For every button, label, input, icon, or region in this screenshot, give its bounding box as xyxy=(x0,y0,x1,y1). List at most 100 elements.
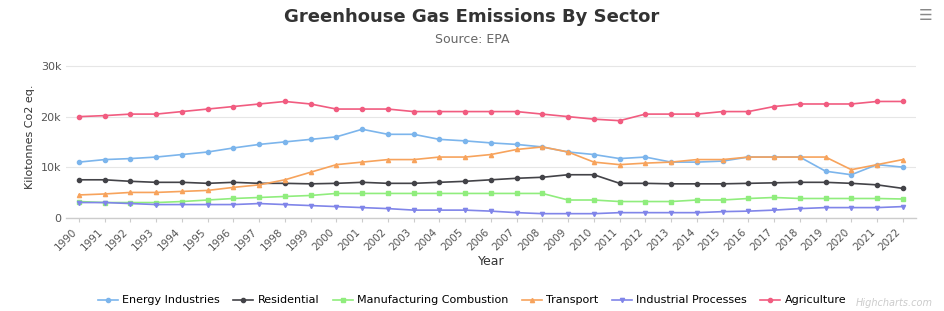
Manufacturing Combustion xyxy=(177,200,188,203)
Industrial Processes xyxy=(666,211,677,215)
Energy Industries xyxy=(743,155,754,159)
Energy Industries xyxy=(691,160,702,164)
Industrial Processes xyxy=(537,212,548,216)
Line: Manufacturing Combustion: Manufacturing Combustion xyxy=(76,191,905,205)
Transport xyxy=(716,158,728,161)
Agriculture xyxy=(150,112,161,116)
Transport xyxy=(768,155,780,159)
Manufacturing Combustion xyxy=(563,198,574,202)
Industrial Processes xyxy=(99,201,110,204)
Agriculture xyxy=(563,115,574,118)
Agriculture xyxy=(743,110,754,114)
Residential xyxy=(433,180,445,184)
Agriculture xyxy=(279,100,291,103)
Industrial Processes xyxy=(254,202,265,205)
Text: Source: EPA: Source: EPA xyxy=(435,33,509,46)
Residential xyxy=(794,180,805,184)
Energy Industries xyxy=(716,159,728,163)
Transport xyxy=(820,155,832,159)
Agriculture xyxy=(177,110,188,114)
Residential xyxy=(640,181,651,185)
Energy Industries xyxy=(228,146,239,150)
Residential xyxy=(305,182,316,186)
Industrial Processes xyxy=(768,208,780,212)
Transport xyxy=(794,155,805,159)
Industrial Processes xyxy=(228,203,239,207)
Manufacturing Combustion xyxy=(897,197,908,201)
Industrial Processes xyxy=(563,212,574,216)
Manufacturing Combustion xyxy=(743,197,754,200)
Manufacturing Combustion xyxy=(99,201,110,204)
Industrial Processes xyxy=(279,203,291,207)
Manufacturing Combustion xyxy=(820,197,832,200)
Agriculture xyxy=(716,110,728,114)
Energy Industries xyxy=(357,128,368,131)
Manufacturing Combustion xyxy=(305,193,316,197)
Line: Transport: Transport xyxy=(76,145,905,197)
Energy Industries xyxy=(254,142,265,146)
Energy Industries xyxy=(640,155,651,159)
Agriculture xyxy=(511,110,522,114)
Energy Industries xyxy=(588,153,599,156)
Agriculture xyxy=(846,102,857,106)
Industrial Processes xyxy=(743,209,754,213)
Energy Industries xyxy=(511,142,522,146)
Energy Industries xyxy=(485,141,497,145)
Manufacturing Combustion xyxy=(460,192,471,195)
Industrial Processes xyxy=(177,203,188,207)
Residential xyxy=(871,183,883,187)
Residential xyxy=(511,176,522,180)
Manufacturing Combustion xyxy=(537,192,548,195)
Agriculture xyxy=(871,100,883,103)
Agriculture xyxy=(691,112,702,116)
Agriculture xyxy=(537,112,548,116)
Manufacturing Combustion xyxy=(716,198,728,202)
Industrial Processes xyxy=(433,208,445,212)
Manufacturing Combustion xyxy=(794,197,805,200)
Manufacturing Combustion xyxy=(588,198,599,202)
Agriculture xyxy=(330,107,342,111)
Agriculture xyxy=(820,102,832,106)
Transport xyxy=(228,185,239,189)
Energy Industries xyxy=(563,150,574,154)
Text: Highcharts.com: Highcharts.com xyxy=(855,298,933,308)
Agriculture xyxy=(794,102,805,106)
Agriculture xyxy=(640,112,651,116)
Residential xyxy=(177,180,188,184)
Transport xyxy=(177,189,188,193)
Residential xyxy=(382,181,394,185)
Industrial Processes xyxy=(125,202,136,205)
Manufacturing Combustion xyxy=(330,192,342,195)
Industrial Processes xyxy=(485,209,497,213)
Transport xyxy=(563,150,574,154)
Residential xyxy=(357,180,368,184)
Agriculture xyxy=(305,102,316,106)
Residential xyxy=(820,180,832,184)
Transport xyxy=(691,158,702,161)
Energy Industries xyxy=(408,132,419,136)
Energy Industries xyxy=(330,135,342,139)
Residential xyxy=(279,181,291,185)
Residential xyxy=(125,179,136,183)
Energy Industries xyxy=(820,169,832,173)
Agriculture xyxy=(588,117,599,121)
Transport xyxy=(897,158,908,161)
Industrial Processes xyxy=(305,204,316,207)
Manufacturing Combustion xyxy=(691,198,702,202)
Energy Industries xyxy=(460,139,471,143)
Agriculture xyxy=(485,110,497,114)
X-axis label: Year: Year xyxy=(478,255,504,268)
Transport xyxy=(330,163,342,166)
Energy Industries xyxy=(614,157,625,160)
Transport xyxy=(357,160,368,164)
Industrial Processes xyxy=(408,208,419,212)
Transport xyxy=(99,192,110,196)
Energy Industries xyxy=(382,132,394,136)
Transport xyxy=(511,148,522,151)
Agriculture xyxy=(254,102,265,106)
Agriculture xyxy=(99,114,110,118)
Industrial Processes xyxy=(460,208,471,212)
Industrial Processes xyxy=(614,211,625,215)
Industrial Processes xyxy=(382,207,394,211)
Residential xyxy=(588,173,599,177)
